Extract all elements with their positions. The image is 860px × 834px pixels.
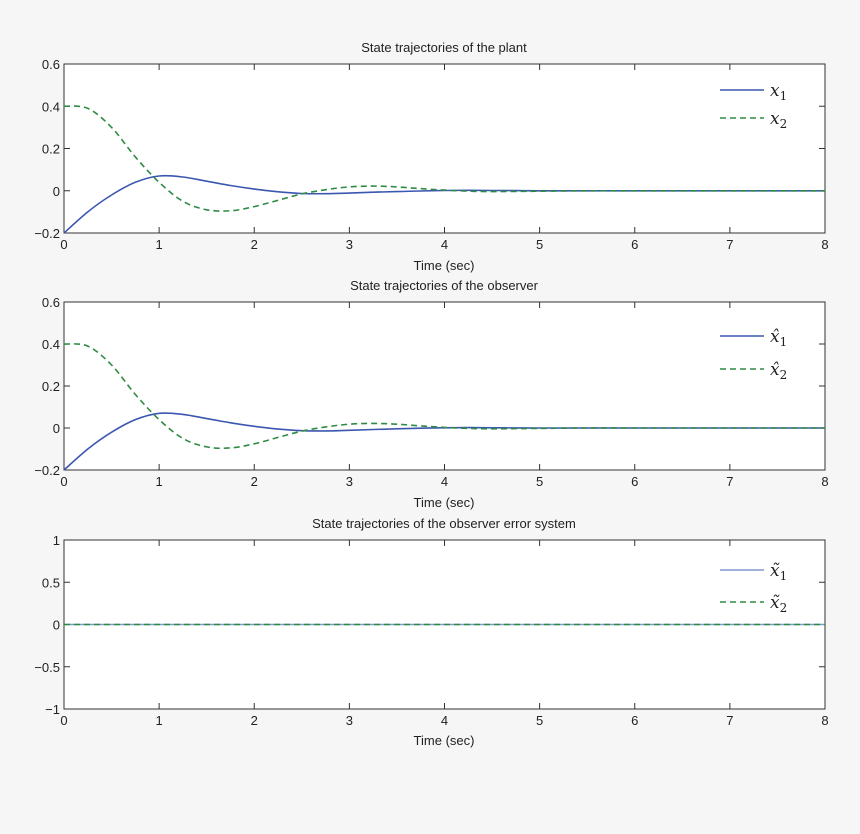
legend-symbol: x (770, 109, 780, 129)
x-tick-label: 7 (726, 474, 733, 489)
x-tick-label: 6 (631, 474, 638, 489)
x-tick-label: 0 (60, 713, 67, 728)
x-tick-label: 0 (60, 237, 67, 252)
legend-subscript: 1 (780, 335, 788, 349)
y-tick-label: −0.5 (34, 660, 60, 675)
legend-subscript: 1 (780, 569, 788, 583)
x-tick-label: 3 (346, 713, 353, 728)
y-tick-label: 0.4 (42, 99, 60, 114)
x-tick-label: 2 (251, 474, 258, 489)
legend-subscript: 1 (780, 89, 788, 103)
x-tick-label: 1 (156, 713, 163, 728)
legend-subscript: 2 (780, 117, 788, 131)
legend-label-1: x1 (770, 81, 787, 103)
y-tick-label: 0.6 (42, 57, 60, 72)
y-tick-label: 0.4 (42, 337, 60, 352)
x-tick-label: 4 (441, 713, 448, 728)
y-tick-label: 0.2 (42, 379, 60, 394)
x-tick-label: 7 (726, 713, 733, 728)
x-tick-label: 5 (536, 713, 543, 728)
chart-panel-observer: State trajectories of the observer Time … (34, 278, 828, 510)
chart-title: State trajectories of the observer error… (312, 516, 576, 531)
series-line-1 (63, 412, 825, 471)
series-line-2 (63, 105, 825, 212)
legend-label-2: x̂2 (770, 360, 787, 382)
x-axis-label: Time (sec) (414, 495, 475, 510)
legend-subscript: 2 (780, 601, 788, 615)
x-tick-label: 6 (631, 237, 638, 252)
legend-symbol: x̂ (770, 327, 780, 347)
y-tick-label: −0.2 (34, 463, 60, 478)
y-tick-label: −0.2 (34, 226, 60, 241)
legend-subscript: 2 (780, 368, 788, 382)
x-tick-label: 0 (60, 474, 67, 489)
y-tick-label: −1 (45, 702, 60, 717)
x-tick-label: 1 (156, 237, 163, 252)
x-tick-label: 4 (441, 474, 448, 489)
y-tick-label: 0.5 (42, 575, 60, 590)
legend-symbol: x (770, 81, 780, 101)
x-tick-label: 5 (536, 474, 543, 489)
chart-title: State trajectories of the observer (350, 278, 539, 293)
y-tick-label: 0 (53, 421, 60, 436)
legend-label-2: x̃2 (770, 593, 787, 615)
x-tick-label: 6 (631, 713, 638, 728)
x-tick-label: 8 (821, 713, 828, 728)
x-tick-label: 2 (251, 713, 258, 728)
x-tick-label: 4 (441, 237, 448, 252)
y-tick-label: 0 (53, 618, 60, 633)
x-tick-label: 1 (156, 474, 163, 489)
plot-area (63, 63, 826, 234)
x-tick-label: 3 (346, 474, 353, 489)
series-line-2 (63, 343, 825, 450)
x-tick-label: 7 (726, 237, 733, 252)
x-tick-label: 8 (821, 237, 828, 252)
x-tick-label: 2 (251, 237, 258, 252)
x-axis-label: Time (sec) (414, 733, 475, 748)
x-tick-label: 5 (536, 237, 543, 252)
x-tick-label: 3 (346, 237, 353, 252)
y-tick-label: 1 (53, 533, 60, 548)
y-tick-label: 0 (53, 184, 60, 199)
chart-title: State trajectories of the plant (361, 40, 527, 55)
legend-symbol: x̂ (770, 360, 780, 380)
y-tick-label: 0.6 (42, 295, 60, 310)
chart-panel-observer-error: State trajectories of the observer error… (34, 516, 828, 748)
y-tick-label: 0.2 (42, 142, 60, 157)
legend-symbol: x̃ (770, 561, 780, 581)
plot-area (63, 301, 826, 471)
chart-panel-plant: State trajectories of the plant Time (se… (34, 40, 828, 273)
x-tick-label: 8 (821, 474, 828, 489)
x-axis-label: Time (sec) (414, 258, 475, 273)
legend-label-2: x2 (770, 109, 787, 131)
legend-label-1: x̃1 (770, 561, 787, 583)
legend-symbol: x̃ (770, 593, 780, 613)
legend-label-1: x̂1 (770, 327, 787, 349)
